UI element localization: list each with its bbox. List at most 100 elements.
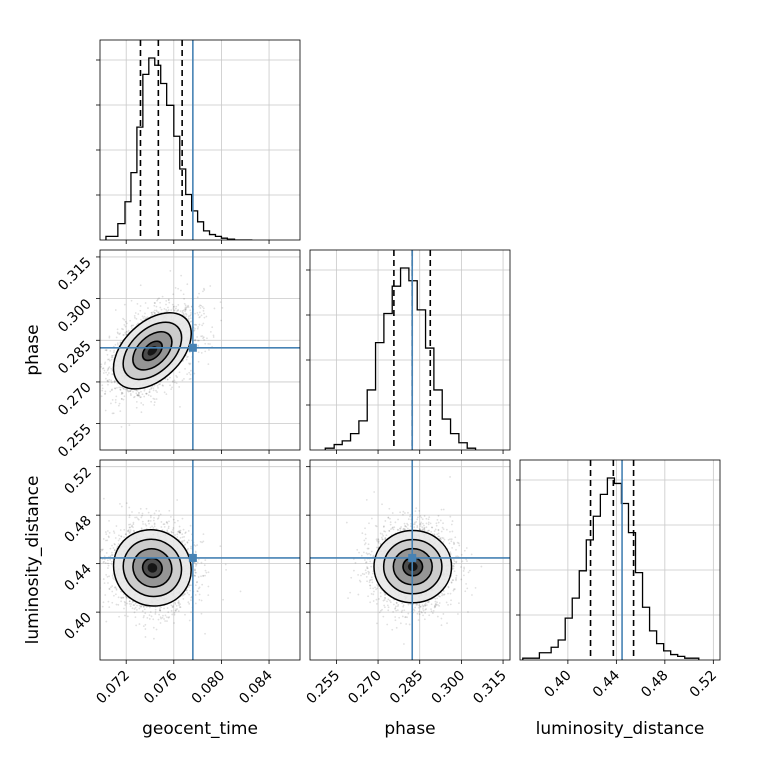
truth-marker (188, 343, 197, 352)
scatter-point (178, 371, 181, 374)
scatter-point (175, 604, 178, 607)
scatter-point (202, 307, 205, 310)
scatter-point (108, 531, 111, 534)
scatter-point (122, 398, 125, 401)
scatter-point (105, 539, 107, 542)
scatter-point (140, 411, 143, 414)
scatter-point (207, 585, 210, 588)
scatter-point (111, 590, 114, 593)
scatter-point (167, 616, 170, 619)
scatter-point (172, 381, 174, 383)
scatter-point (208, 349, 210, 351)
scatter-point (127, 529, 130, 531)
scatter-point (188, 593, 190, 596)
scatter-point (126, 389, 129, 391)
histogram-step (105, 57, 253, 240)
scatter-point (112, 530, 115, 533)
scatter-point (117, 596, 120, 599)
scatter-point (145, 507, 148, 510)
scatter-point (149, 516, 152, 519)
scatter-point (143, 608, 146, 611)
scatter-point (150, 400, 153, 403)
scatter-point (137, 517, 139, 520)
scatter-point (183, 314, 186, 317)
scatter-point (175, 305, 178, 308)
scatter-point (199, 304, 201, 307)
scatter-point (88, 411, 90, 413)
scatter-point (107, 358, 109, 361)
scatter-point (141, 315, 144, 318)
scatter-point (128, 600, 131, 603)
scatter-point (145, 524, 148, 527)
scatter-point (110, 367, 113, 370)
scatter-point (106, 369, 109, 372)
scatter-point (196, 544, 199, 546)
scatter-point (141, 514, 144, 517)
scatter-point (152, 397, 155, 400)
scatter-point (106, 379, 109, 382)
scatter-point (154, 302, 156, 304)
scatter-point (122, 317, 124, 320)
scatter-point (149, 514, 152, 517)
scatter-point (108, 358, 110, 361)
scatter-point (130, 325, 133, 328)
scatter-point (119, 388, 122, 391)
scatter-point (165, 310, 168, 313)
scatter-point (132, 529, 135, 532)
scatter-point (168, 509, 171, 512)
scatter-point (128, 602, 131, 605)
scatter-point (136, 389, 139, 392)
scatter-point (133, 530, 136, 533)
scatter-point (177, 287, 180, 290)
scatter-point (132, 526, 134, 529)
scatter-point (129, 526, 132, 529)
scatter-point (143, 614, 145, 617)
scatter-point (194, 551, 197, 554)
scatter-point (124, 614, 126, 617)
scatter-point (155, 509, 158, 512)
scatter-point (165, 308, 168, 311)
scatter-point (139, 305, 142, 307)
scatter-point (139, 507, 142, 510)
scatter-point (102, 367, 105, 370)
scatter-point (193, 339, 196, 342)
scatter-point (170, 388, 173, 391)
scatter-point (130, 394, 132, 397)
scatter-point (184, 309, 187, 311)
scatter-point (125, 331, 128, 333)
scatter-point (132, 521, 135, 524)
scatter-point (120, 397, 123, 400)
scatter-point (181, 311, 184, 314)
scatter-point (178, 604, 181, 607)
scatter-point (129, 319, 132, 322)
scatter-point (177, 304, 180, 306)
scatter-point (111, 354, 113, 357)
scatter-point (188, 378, 191, 381)
scatter-point (220, 319, 223, 322)
scatter-point (170, 531, 173, 534)
scatter-point (203, 316, 206, 319)
scatter-point (179, 405, 181, 408)
scatter-point (183, 308, 186, 311)
scatter-point (116, 342, 119, 345)
scatter-point (179, 606, 182, 609)
scatter-point (95, 584, 97, 586)
scatter-point (204, 574, 206, 577)
scatter-point (135, 389, 138, 392)
scatter-point (173, 622, 175, 624)
scatter-point (147, 511, 150, 514)
scatter-point (189, 373, 192, 376)
scatter-point (166, 607, 169, 609)
scatter-point (140, 402, 143, 404)
scatter-point (132, 324, 135, 327)
scatter-point (202, 309, 205, 312)
scatter-point (174, 286, 177, 289)
scatter-point (196, 336, 199, 338)
scatter-point (159, 301, 161, 304)
scatter-point (170, 530, 173, 533)
scatter-point (177, 308, 180, 311)
scatter-point (181, 517, 184, 520)
scatter-point (127, 390, 129, 392)
scatter-point (135, 406, 138, 409)
scatter-point (131, 511, 133, 513)
